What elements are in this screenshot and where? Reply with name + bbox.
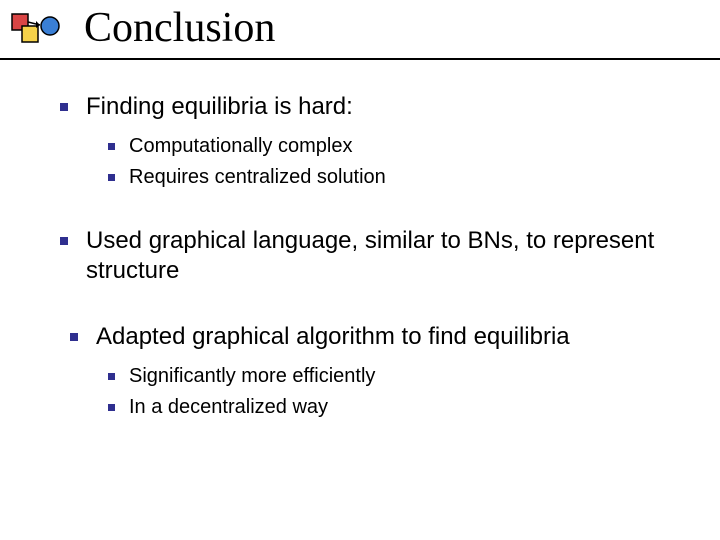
slide-body: Finding equilibria is hard: Computationa… [60,92,680,420]
bullet-level2: In a decentralized way [108,395,680,420]
bullet-square-icon [60,103,68,111]
bullet-level1: Adapted graphical algorithm to find equi… [70,322,680,352]
bullet-square-icon [108,404,115,411]
bullet-level2: Significantly more efficiently [108,364,680,389]
bullet-text: Finding equilibria is hard: [86,92,353,122]
slide-title: Conclusion [84,4,275,52]
bullet-level1: Used graphical language, similar to BNs,… [60,226,680,286]
bullet-square-icon [108,373,115,380]
logo-icon [10,12,60,52]
bullet-text: Used graphical language, similar to BNs,… [86,226,680,286]
bullet-text: Significantly more efficiently [129,364,375,389]
bullet-level2: Requires centralized solution [108,165,680,190]
bullet-level1: Finding equilibria is hard: [60,92,680,122]
bullet-square-icon [108,143,115,150]
bullet-text: Requires centralized solution [129,165,386,190]
slide: Conclusion Finding equilibria is hard: C… [0,0,720,540]
bullet-square-icon [108,174,115,181]
bullet-text: In a decentralized way [129,395,328,420]
bullet-text: Computationally complex [129,134,352,159]
bullet-square-icon [70,333,78,341]
bullet-square-icon [60,237,68,245]
bullet-text: Adapted graphical algorithm to find equi… [96,322,570,352]
bullet-level2: Computationally complex [108,134,680,159]
title-underline [0,58,720,60]
